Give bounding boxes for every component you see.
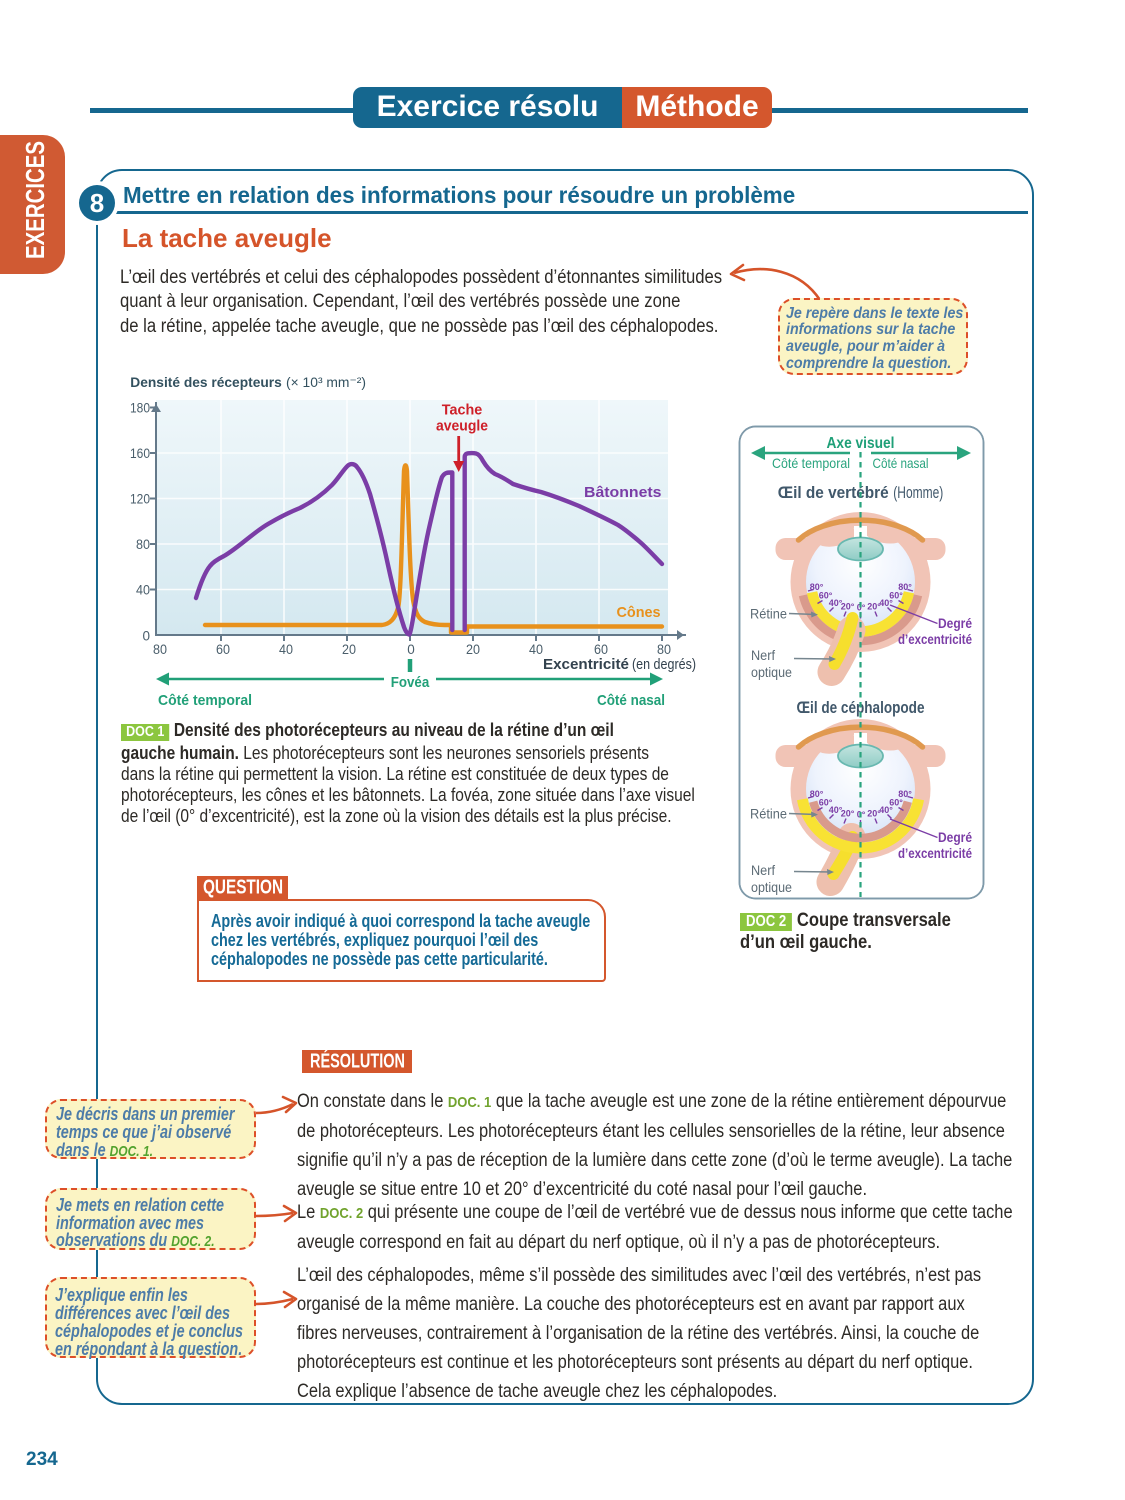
svg-text:Nerf: Nerf (751, 862, 775, 878)
svg-text:Côté temporal: Côté temporal (772, 455, 850, 471)
svg-text:20°: 20° (841, 602, 855, 612)
svg-text:optique: optique (751, 664, 792, 680)
svg-text:60: 60 (216, 642, 230, 657)
svg-text:Nerf: Nerf (751, 647, 775, 663)
svg-text:d’excentricité: d’excentricité (898, 631, 972, 647)
svg-text:40: 40 (136, 583, 150, 598)
svg-text:40: 40 (279, 642, 293, 657)
svg-text:aveugle: aveugle (436, 418, 488, 435)
svg-text:20°: 20° (841, 809, 855, 819)
svg-text:60: 60 (594, 642, 608, 657)
svg-text:80: 80 (657, 642, 671, 657)
svg-text:Excentricité: Excentricité (543, 656, 629, 673)
svg-text:60°: 60° (889, 798, 903, 808)
svg-text:80°: 80° (810, 582, 824, 592)
svg-text:40°: 40° (879, 598, 893, 608)
svg-text:20°: 20° (867, 602, 881, 612)
svg-text:80: 80 (136, 537, 150, 552)
svg-text:120: 120 (130, 492, 150, 507)
svg-text:(× 10³ mm⁻²): (× 10³ mm⁻²) (286, 374, 366, 390)
svg-text:Côté nasal: Côté nasal (873, 455, 929, 471)
svg-text:40: 40 (529, 642, 543, 657)
svg-text:40°: 40° (829, 598, 843, 608)
svg-text:QUESTION: QUESTION (203, 877, 283, 899)
svg-text:160: 160 (130, 446, 150, 461)
svg-text:Tache: Tache (442, 401, 483, 418)
svg-text:Densité des récepteurs: Densité des récepteurs (130, 374, 282, 390)
svg-text:Rétine: Rétine (750, 606, 787, 622)
svg-text:0: 0 (142, 629, 150, 644)
svg-text:40°: 40° (829, 805, 843, 815)
svg-text:Degré: Degré (938, 829, 972, 845)
svg-text:optique: optique (751, 879, 792, 895)
svg-text:80°: 80° (898, 582, 912, 592)
svg-text:60°: 60° (889, 591, 903, 601)
svg-text:180: 180 (130, 401, 150, 416)
svg-text:Côté nasal: Côté nasal (597, 692, 665, 709)
svg-text:Rétine: Rétine (750, 806, 787, 822)
svg-text:Bâtonnets: Bâtonnets (584, 484, 662, 501)
svg-text:d’excentricité: d’excentricité (898, 845, 972, 861)
svg-text:(en degrés): (en degrés) (632, 656, 696, 673)
svg-text:20: 20 (342, 642, 356, 657)
svg-text:60°: 60° (819, 591, 833, 601)
svg-text:80°: 80° (810, 789, 824, 799)
svg-text:Cônes: Cônes (617, 604, 661, 621)
svg-text:Degré: Degré (938, 615, 972, 631)
svg-text:RÉSOLUTION: RÉSOLUTION (310, 1050, 405, 1073)
svg-text:Côté temporal: Côté temporal (158, 692, 252, 709)
svg-text:40°: 40° (879, 805, 893, 815)
svg-text:20°: 20° (867, 809, 881, 819)
svg-text:0: 0 (407, 642, 415, 657)
svg-text:80°: 80° (898, 789, 912, 799)
svg-text:20: 20 (466, 642, 480, 657)
svg-text:EXERCICES: EXERCICES (20, 141, 50, 259)
svg-text:60°: 60° (819, 798, 833, 808)
svg-text:80: 80 (153, 642, 167, 657)
svg-text:Œil de céphalopode: Œil de céphalopode (797, 699, 925, 717)
svg-text:Fovéa: Fovéa (391, 674, 430, 691)
svg-text:Axe visuel: Axe visuel (827, 435, 895, 452)
